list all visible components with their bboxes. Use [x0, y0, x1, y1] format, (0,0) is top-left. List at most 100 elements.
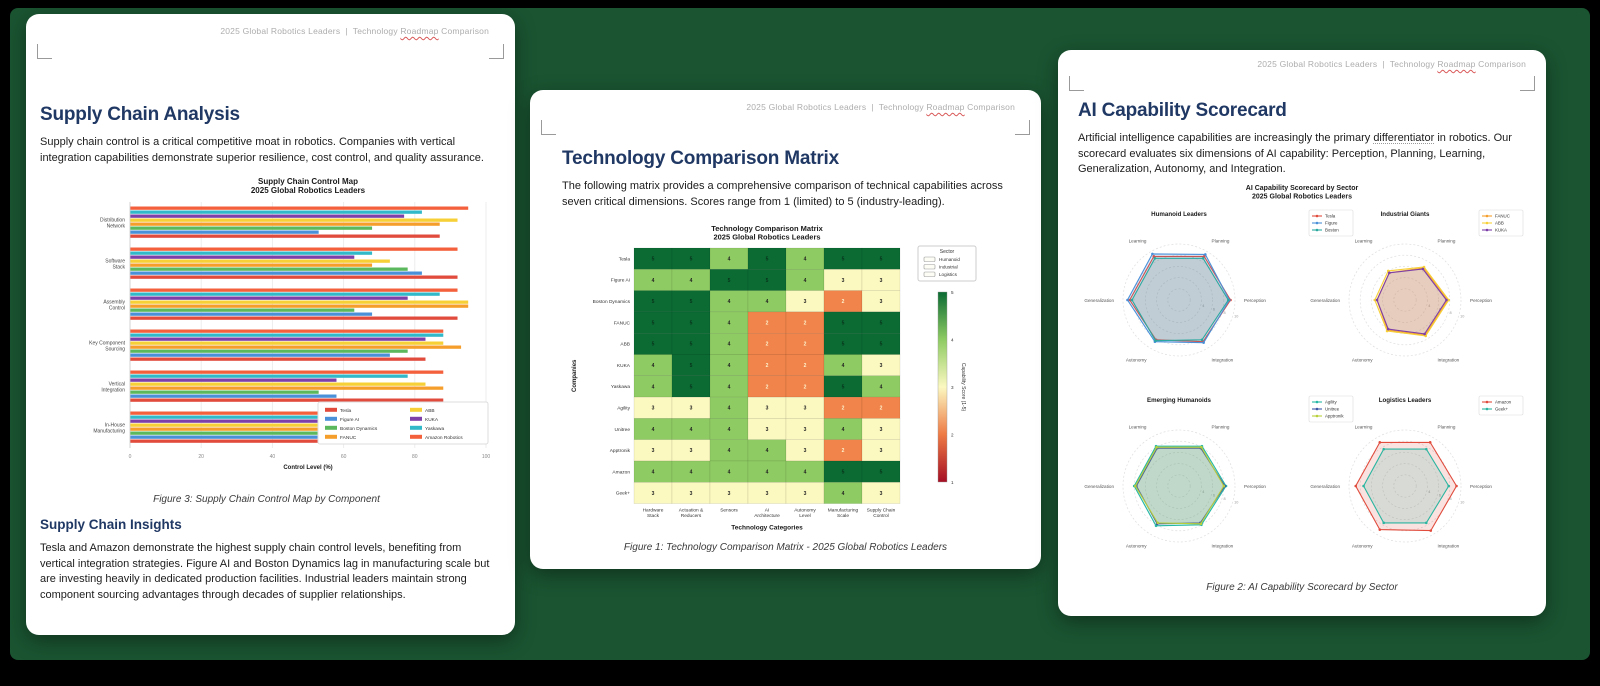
cell-value: 5	[841, 470, 844, 476]
x-axis-label: Control Level (%)	[283, 465, 332, 471]
row-label: FANUC	[613, 320, 630, 326]
bar-fanuc	[130, 386, 444, 391]
cell-value: 5	[689, 384, 692, 390]
legend-swatch	[325, 435, 337, 440]
ai-radar-charts: AI Capability Scorecard by Sector 2025 Gl…	[1079, 180, 1525, 578]
radar-marker	[1382, 447, 1386, 451]
row-label: Unitree	[614, 427, 630, 433]
bar-fanuc	[130, 263, 373, 268]
radar-axis-label: Planning	[1438, 425, 1456, 430]
bar-figure-ai	[130, 435, 373, 440]
legend-swatch	[325, 417, 337, 422]
radar-legend-marker	[1485, 228, 1489, 232]
heatmap-cell	[861, 290, 900, 313]
sector-swatch	[923, 256, 935, 263]
cell-value: 4	[651, 384, 654, 390]
column-label: Actuation &	[678, 508, 703, 514]
row-label: Tesla	[618, 257, 630, 263]
radar-marker	[1201, 256, 1205, 260]
colorbar-tick: 2	[951, 433, 954, 438]
cell-value: 5	[765, 257, 768, 263]
cell-value: 4	[651, 278, 654, 284]
subplot-title: Emerging Humanoids	[1147, 397, 1212, 404]
bar-amazon-robotics	[130, 329, 444, 334]
supply-chain-bar-chart: Supply Chain Control Map 2025 Global Robo…	[40, 172, 493, 490]
radar-legend-label: Figure	[1325, 220, 1338, 225]
legend-swatch	[410, 435, 422, 440]
colorbar-tick: 5	[951, 290, 954, 295]
cell-value: 2	[803, 342, 806, 348]
bar-boston-dynamics	[130, 431, 337, 436]
cell-value: 4	[765, 448, 768, 454]
radar-marker	[1156, 521, 1160, 524]
cell-value: 5	[689, 342, 692, 348]
bar-yaskawa	[130, 333, 444, 338]
radar-marker	[1386, 327, 1390, 331]
cell-value: 4	[727, 427, 730, 433]
radar-marker	[1378, 528, 1382, 531]
radar-grid-ring	[1122, 429, 1236, 543]
radar-grid-ring	[1393, 288, 1417, 312]
radar-axis-label: Perception	[1470, 298, 1492, 303]
header-text-tail: Comparison	[1475, 59, 1526, 69]
radar-marker	[1155, 445, 1158, 449]
cell-value: 5	[689, 257, 692, 263]
subplot-title: Industrial Giants	[1381, 211, 1430, 218]
cell-value: 5	[689, 299, 692, 305]
row-label: Agility	[617, 406, 630, 412]
bar-amazon-robotics	[130, 206, 469, 211]
radar-tick-label: 6	[1213, 493, 1215, 497]
radar-grid-ring	[1348, 243, 1462, 357]
cell-value: 4	[841, 427, 844, 433]
cell-value: 5	[841, 342, 844, 348]
radar-axis-label: Learning	[1129, 239, 1147, 244]
cell-value: 5	[841, 321, 844, 327]
header-text: 2025 Global Robotics Leaders | Technolog…	[220, 26, 401, 36]
margin-mark-right	[1015, 120, 1030, 135]
chart-title: Supply Chain Control Map	[258, 177, 358, 186]
cell-value: 3	[879, 299, 882, 305]
row-label: Boston Dynamics	[592, 299, 630, 305]
radar-grid-ring	[1122, 243, 1236, 357]
page-title: AI Capability Scorecard	[1078, 100, 1287, 121]
radar-marker	[1200, 338, 1204, 341]
legend-box	[317, 401, 489, 445]
legend-swatch	[325, 426, 337, 431]
cell-value: 2	[765, 363, 768, 369]
figure2-caption: Figure 2: AI Capability Scorecard by Sec…	[1206, 581, 1398, 593]
radar-legend-marker	[1485, 214, 1489, 218]
cell-value: 3	[765, 491, 768, 497]
radar-legend-label: KUKA	[1495, 227, 1507, 232]
radar-marker	[1154, 524, 1158, 527]
y-category-label: Control	[109, 306, 125, 312]
cell-value: 4	[727, 321, 730, 327]
bar-boston-dynamics	[130, 226, 373, 231]
radar-axis-label: Perception	[1470, 484, 1492, 489]
legend-label: KUKA	[425, 417, 439, 423]
radar-marker	[1200, 445, 1203, 449]
desktop-background: 2025 Global Robotics Leaders | Technolog…	[10, 8, 1590, 660]
page-ai-scorecard: 2025 Global Robotics Leaders | Technolog…	[1058, 50, 1546, 616]
radar-marker	[1375, 298, 1379, 302]
cell-value: 5	[841, 384, 844, 390]
legend-label: FANUC	[340, 435, 357, 441]
colorbar-tick: 3	[951, 385, 954, 390]
y-category-label: Stack	[112, 265, 125, 271]
bar-tesla	[130, 398, 444, 403]
bar-yaskawa	[130, 251, 373, 256]
cell-value: 4	[727, 406, 730, 412]
colorbar-tick: 4	[951, 338, 954, 343]
cell-value: 4	[879, 384, 882, 390]
radar-axis-label: Generalization	[1084, 484, 1114, 489]
y-category-label: Distribution	[100, 218, 125, 224]
header-roadmap-word: Roadmap	[926, 102, 965, 112]
row-label: Figure AI	[610, 278, 629, 284]
bar-kuka	[130, 296, 408, 301]
radar-axis-label: Integration	[1212, 543, 1234, 548]
running-header: 2025 Global Robotics Leaders | Technolog…	[220, 26, 489, 36]
cell-value: 4	[841, 491, 844, 497]
cell-value: 2	[803, 384, 806, 390]
sector-swatch	[923, 271, 935, 278]
y-category-label: Key Component	[89, 341, 125, 347]
